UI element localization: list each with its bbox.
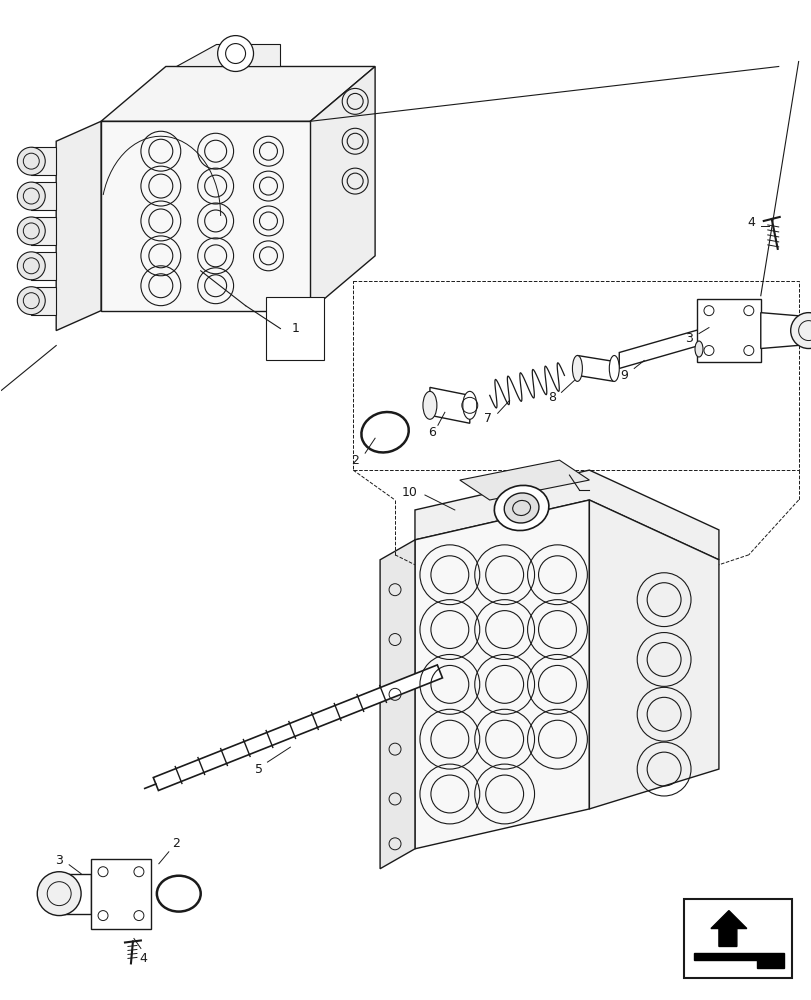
Ellipse shape [572,355,581,381]
Ellipse shape [423,391,436,419]
Polygon shape [683,899,791,978]
Text: 10: 10 [401,486,418,499]
Text: 2: 2 [172,837,179,850]
Polygon shape [429,387,470,423]
Polygon shape [710,911,746,946]
Polygon shape [589,500,718,809]
Polygon shape [101,66,375,121]
Text: 9: 9 [620,369,628,382]
Circle shape [790,313,811,349]
Polygon shape [91,859,151,929]
Text: 3: 3 [684,332,692,345]
Polygon shape [577,355,614,381]
Ellipse shape [494,485,548,531]
Polygon shape [696,299,760,362]
Polygon shape [459,460,589,500]
Polygon shape [56,121,101,331]
Ellipse shape [462,391,476,419]
Text: 6: 6 [427,426,436,439]
Circle shape [37,872,81,916]
Circle shape [217,36,253,71]
Polygon shape [693,953,783,968]
Text: 4: 4 [746,216,753,229]
Text: 2: 2 [351,454,358,467]
Polygon shape [101,121,310,311]
Text: 5: 5 [254,763,262,776]
Circle shape [17,287,45,315]
Circle shape [17,182,45,210]
Text: 8: 8 [547,391,556,404]
Polygon shape [175,44,280,66]
Circle shape [17,252,45,280]
Text: 4: 4 [139,952,147,965]
Polygon shape [414,500,589,849]
Text: 1: 1 [291,322,299,335]
Text: 3: 3 [55,854,63,867]
Polygon shape [380,540,414,869]
Polygon shape [59,874,91,914]
Ellipse shape [608,355,619,381]
Polygon shape [760,313,808,349]
Polygon shape [32,147,56,175]
Polygon shape [32,182,56,210]
Polygon shape [619,330,698,368]
Text: 7: 7 [483,412,491,425]
Circle shape [17,217,45,245]
Polygon shape [310,66,375,311]
Polygon shape [32,287,56,315]
Circle shape [17,147,45,175]
Polygon shape [153,665,442,791]
Ellipse shape [504,493,539,523]
Ellipse shape [694,341,702,357]
Polygon shape [32,217,56,245]
Polygon shape [32,252,56,280]
Polygon shape [414,470,718,560]
